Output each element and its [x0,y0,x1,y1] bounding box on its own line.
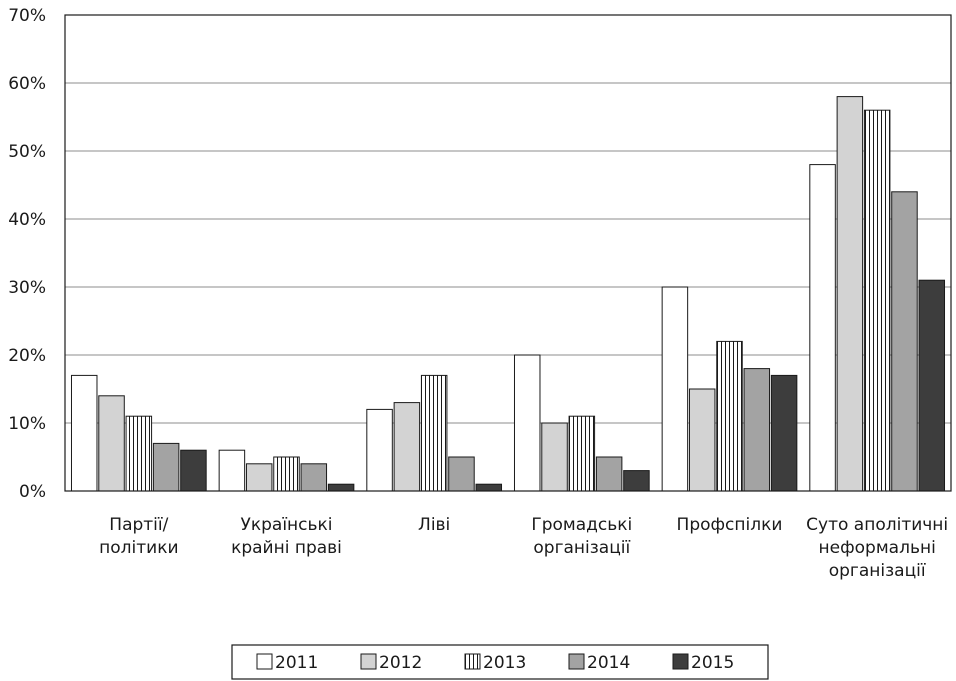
bar-2015-cat-3 [623,470,650,492]
category-labels: Партії/політики Українські крайні праві Лів… [99,515,948,581]
bars [70,96,946,492]
bar-2012-cat-5 [836,96,864,492]
bar-2015-cat-5 [918,279,946,492]
bar-2012-cat-4 [688,388,716,492]
bar-2015-cat-2 [475,483,503,492]
legend-swatch-2012 [360,653,377,670]
category-label: Партії/політики [99,515,178,558]
bar-2013-cat-4 [716,340,743,492]
category-label: Профспілки [677,515,783,535]
legend-swatch-2014 [568,653,585,670]
legend-label-2012: 2012 [379,653,422,673]
bar-2012-cat-1 [245,463,273,492]
bar-2014-cat-4 [743,368,771,492]
legend-swatch-2013 [464,653,481,670]
category-label: Українські крайні праві [231,515,342,558]
bar-2014-cat-1 [300,463,328,492]
legend-label-2015: 2015 [691,653,734,673]
bar-2013-cat-3 [568,415,596,492]
category-label: Ліві [418,515,450,535]
y-tick-label: 10% [8,414,46,434]
legend-label-2013: 2013 [483,653,526,673]
bar-2011-cat-5 [809,164,836,492]
y-tick-label: 60% [8,74,46,94]
legend-swatch-2011 [256,653,273,670]
bar-2013-cat-2 [420,374,448,492]
y-axis-ticks: 0% 10% 20% 30% 40% 50% 60% 70% [8,6,46,502]
bar-2013-cat-5 [863,109,891,492]
y-tick-label: 20% [8,346,46,366]
legend: 2011 2012 2013 2014 2015 [231,644,769,680]
bar-2014-cat-5 [891,191,918,492]
plot-frame [64,14,952,492]
category-label: Суто аполітичні неформальні організації [806,515,948,581]
bar-2015-cat-0 [180,449,207,492]
bar-2011-cat-1 [218,449,246,492]
bar-2011-cat-4 [661,286,689,492]
legend-label-2014: 2014 [587,653,630,673]
bar-2012-cat-3 [541,422,568,492]
bar-2012-cat-2 [393,402,421,492]
bar-2014-cat-0 [152,442,180,492]
y-tick-label: 0% [19,482,46,502]
y-tick-label: 40% [8,210,46,230]
bar-2015-cat-1 [327,483,355,492]
y-tick-label: 50% [8,142,46,162]
bar-2011-cat-3 [513,354,541,492]
bar-2011-cat-2 [366,408,393,492]
bar-2015-cat-4 [770,374,798,492]
category-label: Громадські організації [531,515,632,558]
y-tick-label: 70% [8,6,46,26]
bar-2014-cat-3 [595,456,623,492]
legend-label-2011: 2011 [275,653,318,673]
bar-2012-cat-0 [98,395,125,492]
bar-2011-cat-0 [70,374,98,492]
y-tick-label: 30% [8,278,46,298]
legend-swatch-2015 [672,653,689,670]
gridlines [65,82,951,424]
bar-2014-cat-2 [448,456,475,492]
bar-2013-cat-0 [125,415,153,492]
bar-2013-cat-1 [273,456,300,492]
